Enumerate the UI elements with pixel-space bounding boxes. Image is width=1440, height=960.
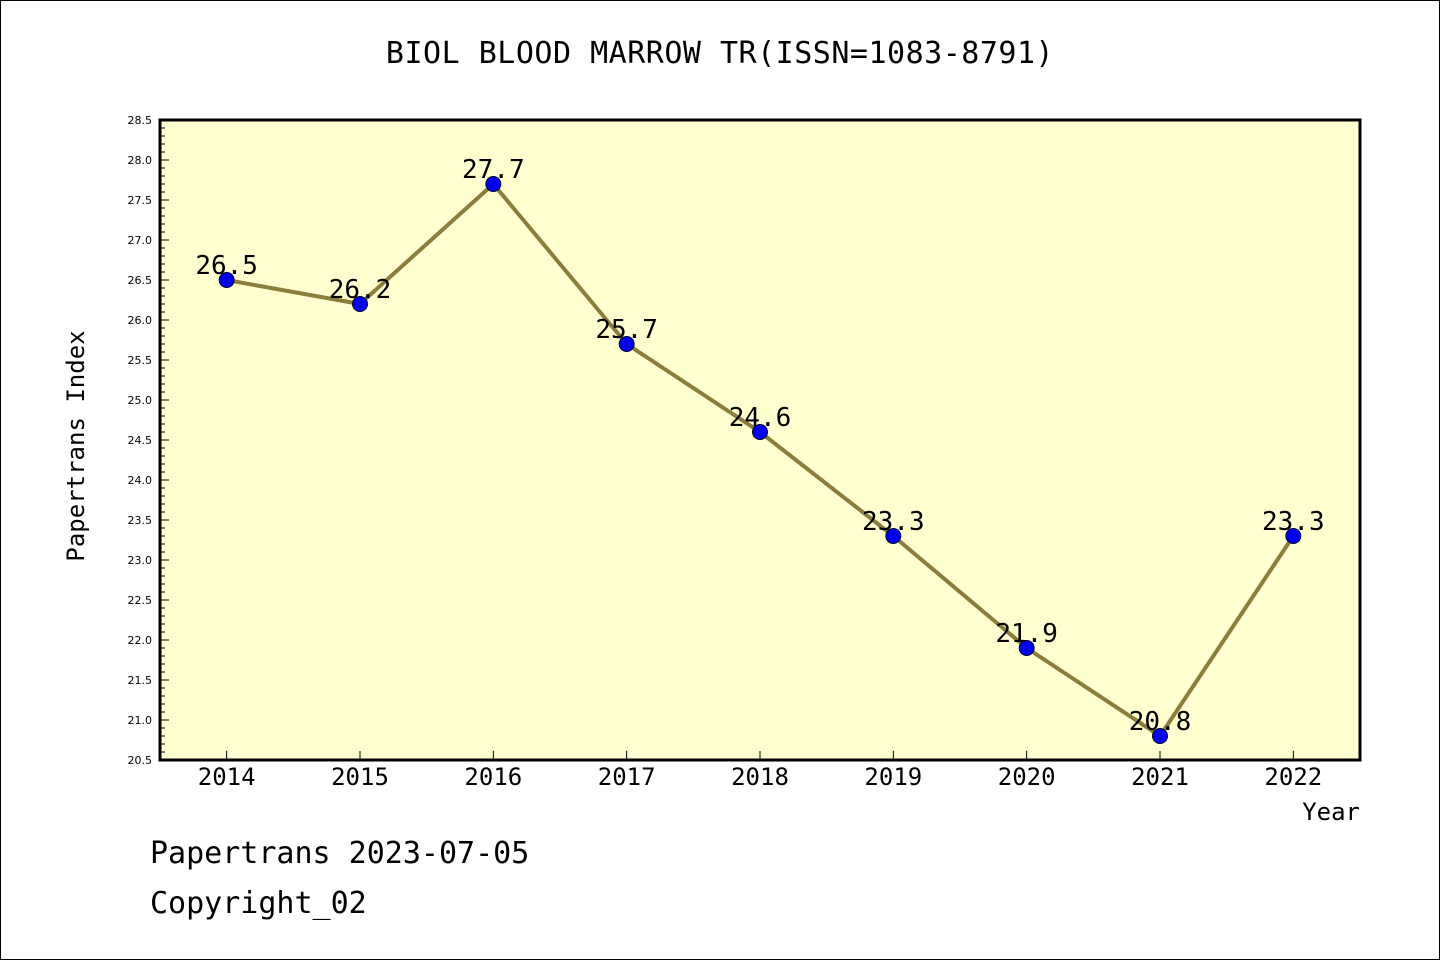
data-label-2020: 21.9 xyxy=(995,619,1058,649)
footer-date-line: Papertrans 2023-07-05 xyxy=(150,836,530,871)
data-point-2017 xyxy=(618,336,635,352)
data-point-2014 xyxy=(218,272,235,288)
data-point-2020 xyxy=(1018,640,1035,656)
data-point-2019 xyxy=(885,528,902,544)
data-labels: 26.5 26.2 27.7 25.7 24.6 23.3 21.9 20.8 23.3 xyxy=(195,155,1324,737)
x-tick-label: 2018 xyxy=(731,763,789,791)
y-tick-label: 25.5 xyxy=(128,354,153,367)
x-tick-label: 2015 xyxy=(331,763,389,791)
y-tick-label: 22.0 xyxy=(128,634,153,647)
y-tick-label: 25.0 xyxy=(128,394,153,407)
data-point-2016 xyxy=(485,176,502,192)
chart-title: BIOL BLOOD MARROW TR(ISSN=1083-8791) xyxy=(385,36,1055,71)
y-tick-label: 23.5 xyxy=(128,514,153,527)
x-tick-label: 2014 xyxy=(198,763,256,791)
data-label-2015: 26.2 xyxy=(329,275,392,305)
y-tick-label: 21.0 xyxy=(128,714,153,727)
y-tick-label: 22.5 xyxy=(128,594,153,607)
y-tick-label: 24.0 xyxy=(128,474,153,487)
y-tick-label: 26.5 xyxy=(128,274,153,287)
data-label-2016: 27.7 xyxy=(462,155,525,185)
y-axis: 20.5 21.0 21.5 22.0 22.5 23.0 23.5 24.0 24.5 25.0… xyxy=(128,114,169,767)
data-point-2018 xyxy=(752,424,768,440)
y-axis-title: Papertrans Index xyxy=(62,330,90,561)
y-tick-label: 24.5 xyxy=(128,434,153,447)
y-tick-label: 28.0 xyxy=(128,154,153,167)
y-tick-label: 27.0 xyxy=(128,234,153,247)
footer-copyright: Copyright_02 xyxy=(150,886,367,921)
y-tick-label: 20.5 xyxy=(128,754,153,767)
data-point-2022 xyxy=(1285,528,1302,544)
x-axis: 2014 2015 2016 2017 2018 2019 2020 2021 2022 xyxy=(198,751,1322,791)
x-tick-label: 2021 xyxy=(1131,763,1189,791)
data-label-2014: 26.5 xyxy=(195,251,258,281)
data-point-2021 xyxy=(1152,728,1168,744)
data-points xyxy=(218,176,1302,744)
x-axis-title: Year xyxy=(1302,798,1360,826)
y-tick-label: 26.0 xyxy=(128,314,153,327)
y-tick-label: 27.5 xyxy=(128,194,153,207)
data-label-2017: 25.7 xyxy=(595,315,658,345)
x-tick-label: 2017 xyxy=(598,763,656,791)
x-tick-label: 2020 xyxy=(998,763,1056,791)
data-label-2019: 23.3 xyxy=(862,507,925,537)
data-label-2021: 20.8 xyxy=(1129,707,1192,737)
x-tick-label: 2019 xyxy=(864,763,922,791)
x-tick-label: 2016 xyxy=(464,763,522,791)
data-label-2018: 24.6 xyxy=(729,403,792,433)
data-label-2022: 23.3 xyxy=(1262,507,1325,537)
x-tick-label: 2022 xyxy=(1264,763,1322,791)
data-point-2015 xyxy=(352,296,368,312)
y-tick-label: 28.5 xyxy=(128,114,153,127)
y-tick-label: 21.5 xyxy=(128,674,153,687)
y-tick-label: 23.0 xyxy=(128,554,153,567)
